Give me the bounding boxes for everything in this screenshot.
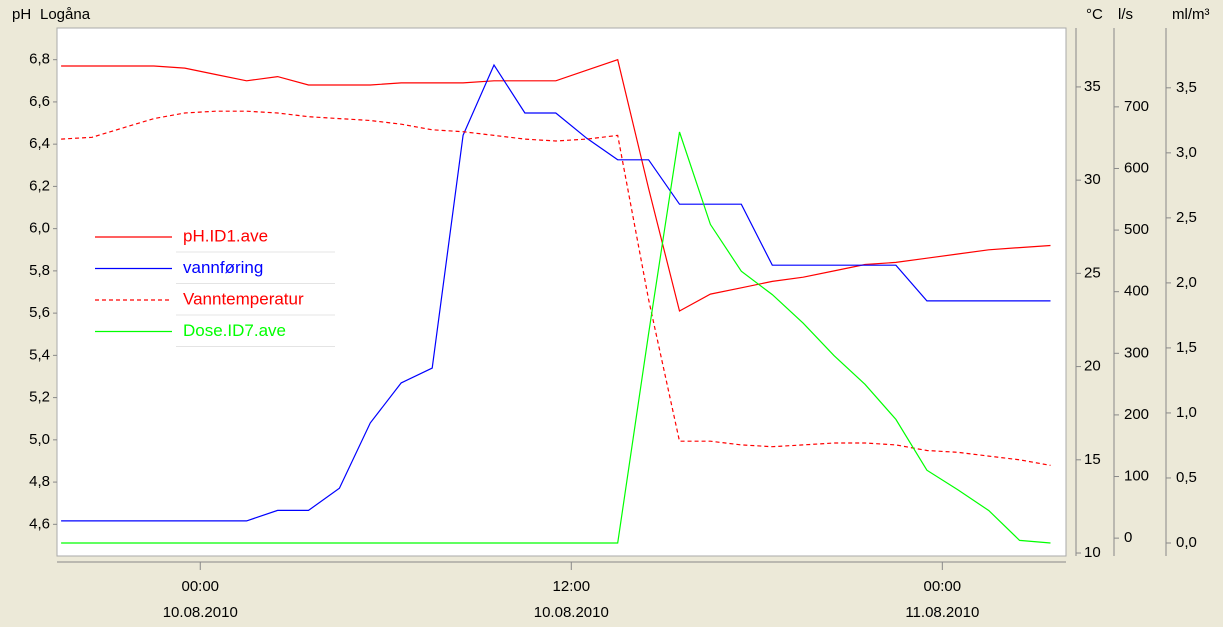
y-tick-label: 6,4	[29, 135, 50, 152]
y2-tick-label: 35	[1084, 78, 1101, 95]
y3-tick-label: 500	[1124, 221, 1149, 238]
y4-tick-label: 0,5	[1176, 469, 1197, 486]
legend-label: pH.ID1.ave	[183, 226, 268, 245]
y4-tick-label: 0,0	[1176, 534, 1197, 551]
x-tick-label: 12:00	[553, 578, 591, 595]
legend-label: Vanntemperatur	[183, 289, 304, 308]
y2-tick-label: 25	[1084, 264, 1101, 281]
series-line	[61, 110, 1051, 466]
legend-label: Dose.ID7.ave	[183, 321, 286, 340]
legend-label: vannføring	[183, 258, 263, 277]
y3-tick-label: 0	[1124, 529, 1132, 546]
y3-tick-label: 200	[1124, 406, 1149, 423]
x-tick-label: 00:00	[924, 578, 962, 595]
y4-tick-label: 2,0	[1176, 274, 1197, 291]
legend: pH.ID1.ave vannføring Vanntemperatur Dose.I…	[90, 222, 335, 348]
series-line	[61, 58, 1051, 312]
y-tick-label: 5,6	[29, 304, 50, 321]
y-tick-label: 6,8	[29, 51, 50, 68]
y-tick-label: 6,0	[29, 220, 50, 237]
y-tick-label: 5,4	[29, 346, 50, 363]
y4-tick-label: 3,5	[1176, 79, 1197, 96]
y3-tick-label: 300	[1124, 344, 1149, 361]
y3-tick-label: 700	[1124, 98, 1149, 115]
x-tick-label: 10.08.2010	[534, 604, 609, 621]
y-tick-label: 5,0	[29, 431, 50, 448]
y4-tick-label: 2,5	[1176, 209, 1197, 226]
y2-axis-title: °C	[1086, 6, 1103, 23]
y4-axis-title: ml/m³	[1172, 6, 1210, 23]
y4-tick-label: 3,0	[1176, 144, 1197, 161]
y2-tick-label: 15	[1084, 451, 1101, 468]
y-tick-label: 5,8	[29, 262, 50, 279]
y2-tick-label: 30	[1084, 171, 1101, 188]
y3-tick-label: 400	[1124, 283, 1149, 300]
y3-tick-label: 600	[1124, 159, 1149, 176]
y2-tick-label: 20	[1084, 358, 1101, 375]
y-tick-label: 5,2	[29, 389, 50, 406]
y-tick-label: 6,6	[29, 93, 50, 110]
y-tick-label: 4,8	[29, 473, 50, 490]
x-tick-label: 11.08.2010	[905, 604, 979, 621]
y4-tick-label: 1,5	[1176, 339, 1197, 356]
y4-tick-label: 1,0	[1176, 404, 1197, 421]
y-tick-label: 6,2	[29, 177, 50, 194]
y2-tick-label: 10	[1084, 544, 1101, 561]
x-tick-label: 10.08.2010	[163, 604, 238, 621]
y3-tick-label: 100	[1124, 467, 1149, 484]
series-line	[61, 63, 1051, 522]
legend-box	[90, 222, 335, 348]
chart-title: Logåna	[40, 6, 91, 23]
y-tick-label: 4,6	[29, 515, 50, 532]
y-axis-title: pH	[12, 6, 31, 23]
y3-axis-title: l/s	[1118, 6, 1133, 23]
series-line	[61, 131, 1051, 544]
x-tick-label: 00:00	[181, 578, 219, 595]
